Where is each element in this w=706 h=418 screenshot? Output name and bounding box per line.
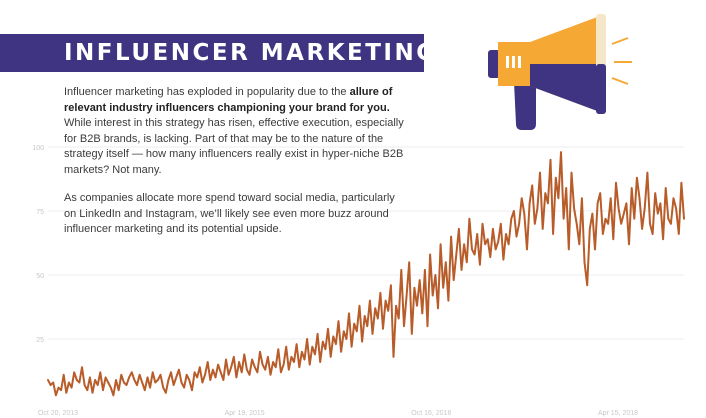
y-axis: 25 50 75 100 [32,145,44,344]
chart-grid [48,146,684,340]
y-tick-label: 25 [36,337,44,344]
y-tick-label: 100 [32,145,44,152]
y-tick-label: 50 [36,273,44,280]
series-line [47,151,685,397]
paragraph-2: As companies allocate more spend toward … [64,192,395,236]
x-axis: Oct 20, 2013 Apr 19, 2015 Oct 16, 2016 Apr … [38,410,638,417]
paragraph-1-emphasis: allure of relevant industry influencers … [64,86,393,114]
page-title: INFLUENCER MARKETING [64,40,438,66]
paragraph-1-text: Influencer marketing has exploded in pop… [64,86,350,98]
y-tick-label: 75 [36,209,44,216]
x-tick-label: Apr 15, 2018 [598,410,638,417]
paragraph-1: Influencer marketing has exploded in pop… [64,85,409,179]
x-tick-label: Oct 20, 2013 [38,410,78,417]
title-banner: INFLUENCER MARKETING [0,34,435,72]
megaphone-icon [488,14,632,130]
x-tick-label: Apr 19, 2015 [225,410,265,417]
x-tick-label: Oct 16, 2016 [411,410,451,417]
paragraph-1-text-end: While interest in this strategy has rise… [64,117,404,176]
intro-text: Influencer marketing has exploded in pop… [64,85,409,250]
